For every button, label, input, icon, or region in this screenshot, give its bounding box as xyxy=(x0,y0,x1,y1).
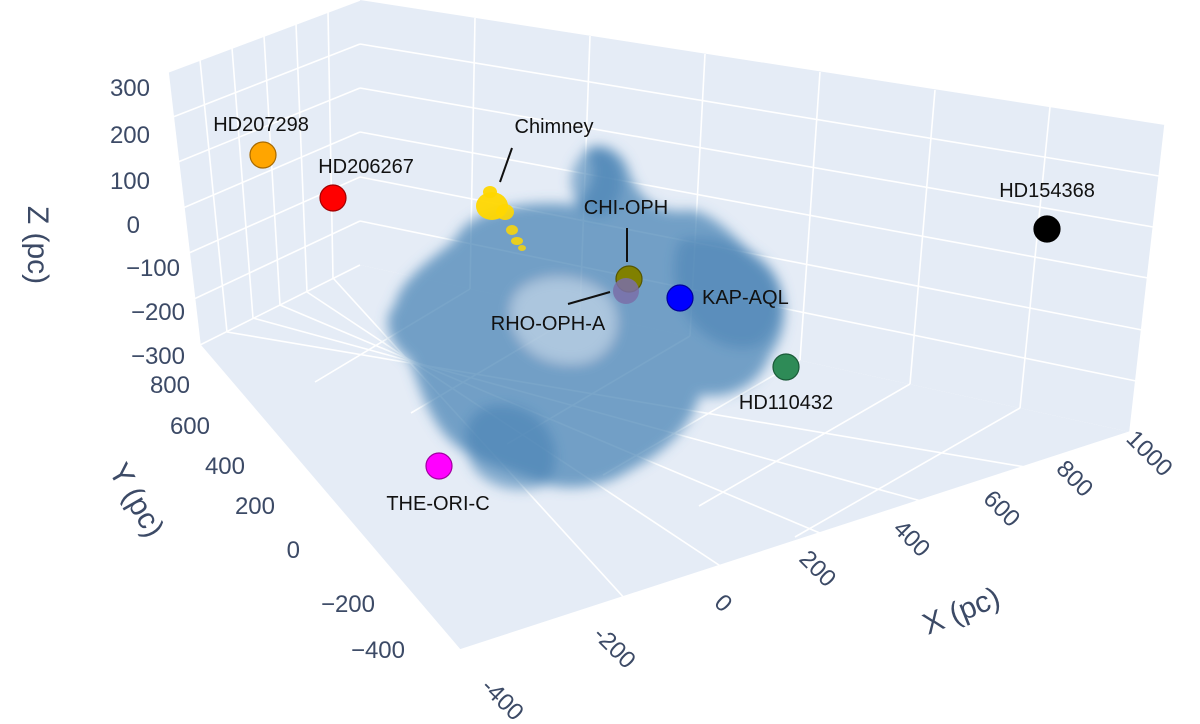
star-marker-hd206267 xyxy=(319,184,347,212)
star-label-rho-oph-a: RHO-OPH-A xyxy=(491,313,606,335)
z-tick-label: −200 xyxy=(131,299,185,326)
chimney-right xyxy=(496,204,514,220)
y-tick-label: 800 xyxy=(150,372,190,399)
rho-oph-a-leader xyxy=(567,291,611,305)
star-marker-rho-oph-a xyxy=(613,278,639,304)
chimney-tail-1 xyxy=(506,225,518,235)
leader-lines xyxy=(499,147,628,305)
star-marker-hd110432 xyxy=(772,353,800,381)
star-label-hd207298: HD207298 xyxy=(213,114,309,136)
dust-cloud xyxy=(387,146,785,490)
star-markers xyxy=(249,141,1061,480)
star-marker-hd154368 xyxy=(1033,215,1061,243)
y-tick-label: 600 xyxy=(170,413,210,440)
star-label-hd206267: HD206267 xyxy=(318,156,414,178)
x-tick-label: 800 xyxy=(1051,455,1098,502)
star-label-chimney: Chimney xyxy=(515,116,594,138)
star-label-the-ori-c: THE-ORI-C xyxy=(386,493,489,515)
star-label-kap-aql: KAP-AQL xyxy=(702,287,789,309)
x-tick-label: -200 xyxy=(588,621,641,674)
z-tick-label: −300 xyxy=(131,343,185,370)
star-marker-the-ori-c xyxy=(425,452,453,480)
x-tick-label: 400 xyxy=(888,515,935,562)
star-label-chi-oph: CHI-OPH xyxy=(584,197,668,219)
star-labels: HD207298 HD206267 Chimney CHI-OPH RHO-OP… xyxy=(213,114,1095,515)
star-label-hd154368: HD154368 xyxy=(999,180,1095,202)
y-tick-label: 200 xyxy=(235,493,275,520)
chimney-leader xyxy=(499,147,513,183)
chimney-tail-3 xyxy=(518,245,526,251)
star-marker-hd207298 xyxy=(249,141,277,169)
x-tick-label: 0 xyxy=(709,589,738,618)
y-tick-label: 400 xyxy=(205,453,245,480)
z-tick-label: 100 xyxy=(110,168,150,195)
star-marker-kap-aql xyxy=(666,284,694,312)
z-tick-label: 200 xyxy=(110,122,150,149)
z-ticks: 300 200 100 0 −100 −200 −300 xyxy=(110,75,185,370)
y-tick-label: 0 xyxy=(287,537,300,564)
back-wall xyxy=(360,0,1165,432)
cloud-cavity xyxy=(510,277,617,364)
y-tick-label: −200 xyxy=(321,591,375,618)
chimney-plume xyxy=(476,186,526,251)
chimney-tail-2 xyxy=(511,237,523,245)
z-tick-label: 300 xyxy=(110,75,150,102)
z-tick-label: 0 xyxy=(127,212,140,239)
z-axis-title: Z (pc) xyxy=(21,206,54,284)
cloud-east-lobe xyxy=(673,237,783,349)
x-tick-label: 200 xyxy=(794,545,841,592)
x-tick-label: 1000 xyxy=(1121,425,1178,482)
y-ticks: 800 600 400 200 0 −200 −400 xyxy=(150,372,405,664)
x-tick-label: 600 xyxy=(978,485,1025,532)
z-tick-label: −100 xyxy=(126,255,180,282)
y-tick-label: −400 xyxy=(351,637,405,664)
chimney-top xyxy=(483,186,497,198)
cloud-north-lobe xyxy=(571,147,623,216)
cloud-south-lobe xyxy=(465,405,556,490)
y-axis-title: Y (pc) xyxy=(102,458,170,543)
x-tick-label: -400 xyxy=(476,673,529,724)
x-axis-title: X (pc) xyxy=(918,581,1005,642)
star-label-hd110432: HD110432 xyxy=(739,392,833,414)
